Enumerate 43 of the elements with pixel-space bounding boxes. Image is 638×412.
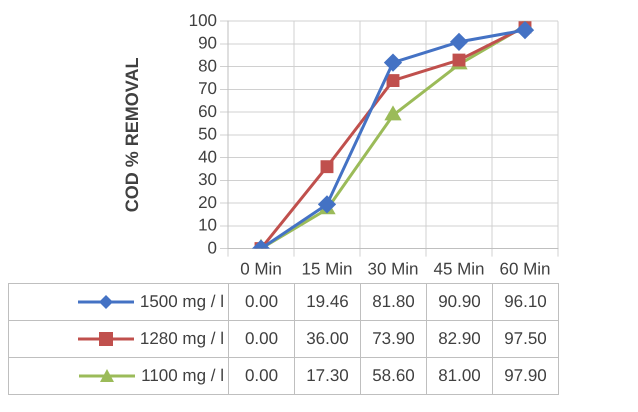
y-tick-label: 100 [188, 10, 217, 30]
point [452, 54, 466, 67]
y-tick-label: 60 [198, 102, 217, 121]
data-label: 97.90 [492, 358, 558, 394]
x-tick-label: 15 Min [301, 259, 353, 278]
data-label: 90.90 [426, 284, 492, 320]
y-tick-label: 20 [198, 192, 217, 212]
data-label: 17.30 [294, 358, 360, 394]
x-tick-label: 60 Min [499, 259, 551, 278]
data-label: 73.90 [360, 320, 426, 358]
x-tick-label: 45 Min [433, 259, 485, 278]
point [450, 33, 468, 50]
y-tick-label: 90 [198, 34, 217, 53]
data-label: 81.80 [360, 284, 426, 320]
legend-label: 1280 mg / l [8, 320, 228, 358]
y-tick-label: 0 [208, 238, 217, 258]
point [384, 54, 402, 72]
data-label: 82.90 [426, 320, 492, 358]
x-tick-label: 30 Min [367, 259, 419, 278]
legend-label: 1100 mg / l [8, 358, 228, 394]
y-tick-label: 80 [198, 56, 217, 76]
point [385, 106, 401, 120]
y-tick-label: 30 [198, 170, 217, 190]
data-label: 81.00 [426, 358, 492, 394]
point [320, 160, 334, 174]
legend-label: 1500 mg / l [8, 284, 228, 320]
point [318, 196, 336, 213]
data-label: 0.00 [228, 284, 294, 320]
point [386, 74, 400, 87]
data-label: 97.50 [492, 320, 558, 358]
y-tick-label: 40 [198, 147, 217, 166]
data-label: 0.00 [228, 358, 294, 394]
data-label: 0.00 [228, 320, 294, 358]
data-label: 58.60 [360, 358, 426, 394]
y-tick-label: 70 [198, 79, 217, 98]
data-label: 36.00 [294, 320, 360, 358]
y-tick-label: 50 [198, 124, 217, 144]
data-label: 96.10 [492, 284, 558, 320]
x-tick-label: 0 Min [240, 259, 282, 278]
y-tick-label: 10 [198, 216, 217, 235]
point [516, 22, 534, 39]
data-label: 19.46 [294, 284, 360, 320]
y-axis-title: COD % REMOVAL [122, 58, 142, 212]
